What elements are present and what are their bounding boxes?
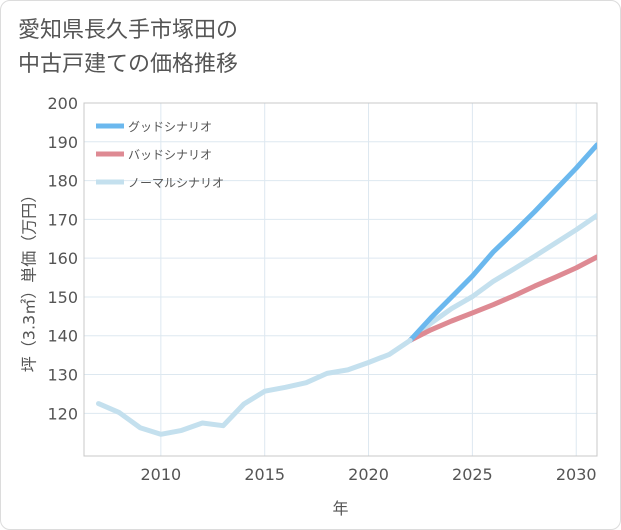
legend-item-good: グッドシナリオ: [96, 120, 212, 134]
series-line-history: [96, 337, 413, 437]
legend-item-normal: ノーマルシナリオ: [96, 176, 224, 190]
y-tick-label: 190: [47, 133, 78, 152]
series-line-normal: [407, 213, 597, 343]
legend-label: ノーマルシナリオ: [128, 176, 224, 190]
y-tick-label: 150: [47, 288, 78, 307]
y-tick-label: 130: [47, 366, 78, 385]
x-tick-label: 2030: [556, 465, 597, 484]
y-tick-label: 170: [47, 210, 78, 229]
y-tick-label: 120: [47, 404, 78, 423]
y-tick-label: 200: [47, 94, 78, 113]
series-line-bad: [407, 254, 597, 343]
y-axis-ticks: 120 130 140 150 160 170 180 190 200: [47, 94, 78, 423]
x-tick-label: 2010: [140, 465, 181, 484]
y-tick-label: 160: [47, 249, 78, 268]
series-line-good: [407, 142, 597, 343]
plot-area-border: [83, 102, 598, 457]
x-tick-label: 2015: [244, 465, 285, 484]
x-axis-title: 年: [332, 499, 348, 518]
x-tick-label: 2025: [452, 465, 493, 484]
y-tick-label: 180: [47, 172, 78, 191]
x-tick-label: 2020: [348, 465, 389, 484]
y-tick-label: 140: [47, 327, 78, 346]
x-axis-ticks: 2010 2015 2020 2025 2030: [140, 465, 596, 484]
legend-label: グッドシナリオ: [128, 120, 212, 134]
series-lines: [96, 142, 597, 437]
chart-title: 愛知県長久手市塚田の 中古戸建ての価格推移: [18, 18, 239, 77]
y-axis-title: 坪（3.3㎡）単価（万円）: [20, 187, 39, 372]
legend-item-bad: バッドシナリオ: [96, 148, 212, 162]
legend-label: バッドシナリオ: [128, 148, 212, 162]
